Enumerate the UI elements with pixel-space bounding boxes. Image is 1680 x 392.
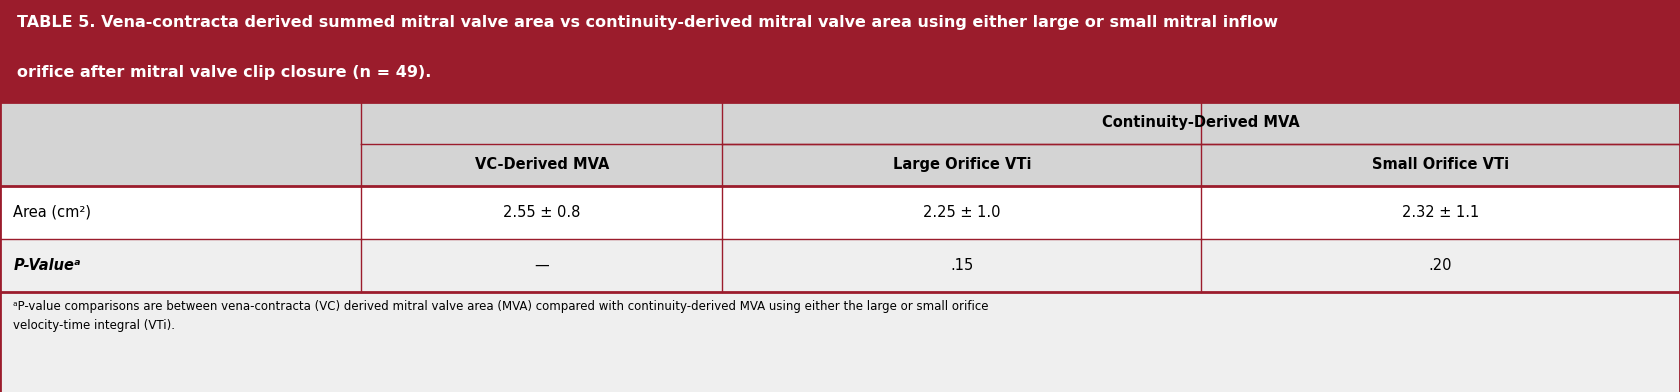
Bar <box>361 102 722 144</box>
Text: —: — <box>534 258 549 273</box>
Text: orifice after mitral valve clip closure (n = 49).: orifice after mitral valve clip closure … <box>17 65 432 80</box>
Text: 2.32 ± 1.1: 2.32 ± 1.1 <box>1403 205 1478 220</box>
Text: .20: .20 <box>1430 258 1452 273</box>
Bar <box>361 144 722 186</box>
Text: TABLE 5. Vena-contracta derived summed mitral valve area vs continuity-derived m: TABLE 5. Vena-contracta derived summed m… <box>17 15 1278 30</box>
Bar <box>0 292 1680 392</box>
Text: 2.55 ± 0.8: 2.55 ± 0.8 <box>502 205 581 220</box>
Bar <box>722 144 1201 186</box>
Text: P-Valueᵃ: P-Valueᵃ <box>13 258 81 273</box>
Text: ᵃP-value comparisons are between vena-contracta (VC) derived mitral valve area (: ᵃP-value comparisons are between vena-co… <box>13 300 990 332</box>
Bar <box>0 239 1680 292</box>
Bar <box>0 186 1680 239</box>
Text: Area (cm²): Area (cm²) <box>13 205 91 220</box>
Text: 2.25 ± 1.0: 2.25 ± 1.0 <box>922 205 1001 220</box>
Bar <box>0 144 361 186</box>
Text: VC-Derived MVA: VC-Derived MVA <box>475 157 608 172</box>
Text: Continuity-Derived MVA: Continuity-Derived MVA <box>1102 115 1300 131</box>
Text: Small Orifice VTi: Small Orifice VTi <box>1373 157 1509 172</box>
Bar <box>722 102 1680 144</box>
Bar <box>0 0 1680 102</box>
Bar <box>1201 144 1680 186</box>
Text: .15: .15 <box>951 258 973 273</box>
Text: Large Orifice VTi: Large Orifice VTi <box>892 157 1032 172</box>
Bar <box>0 102 361 144</box>
